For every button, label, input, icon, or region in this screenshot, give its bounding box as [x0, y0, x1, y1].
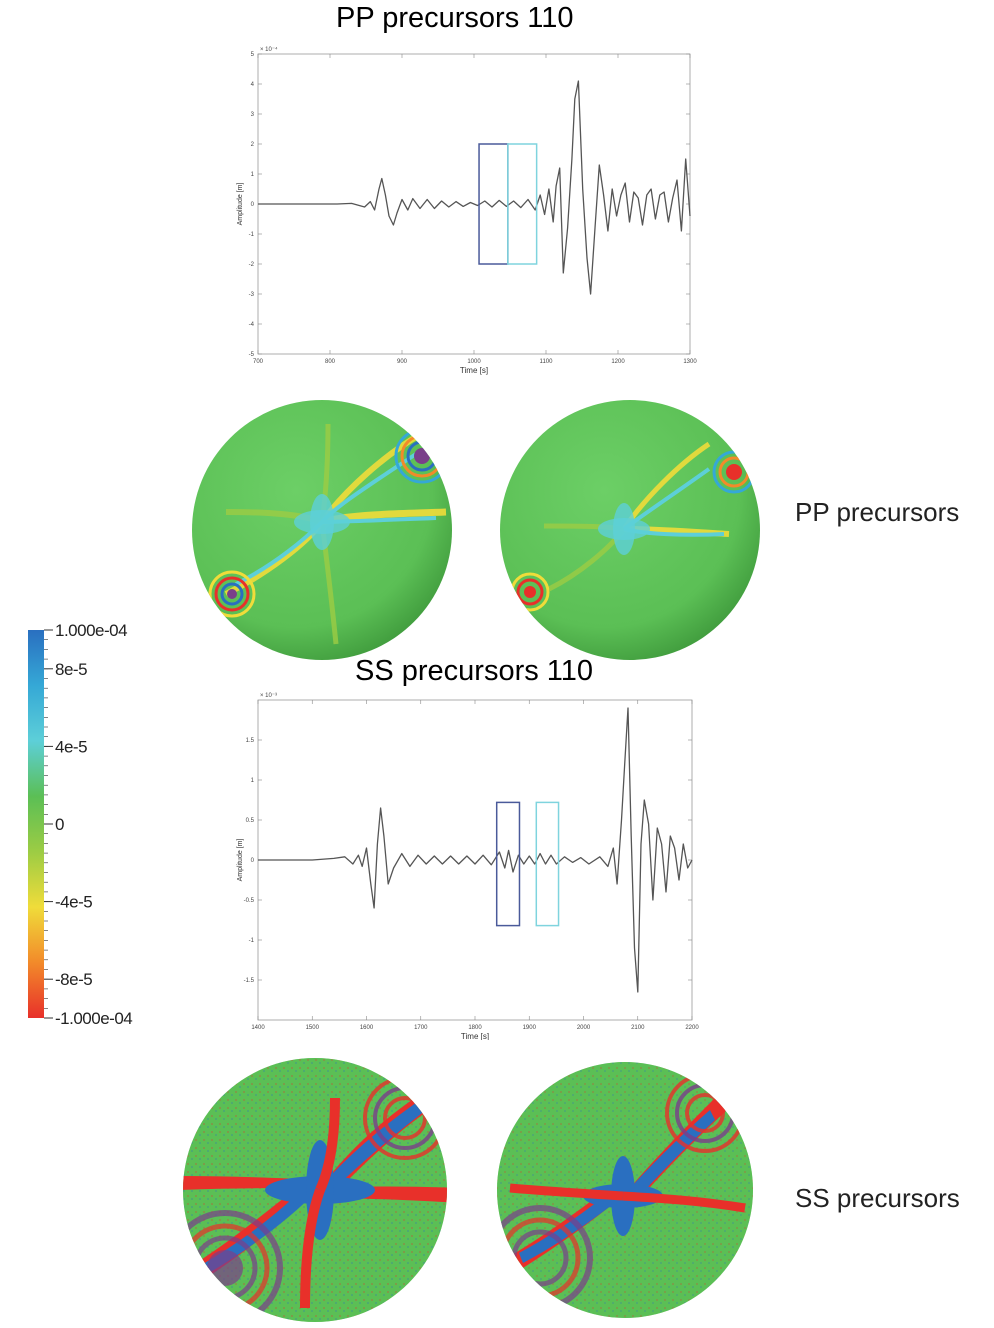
- pp-ytick-label: 0: [251, 202, 255, 208]
- ss-exponent-label: × 10⁻³: [260, 693, 277, 699]
- pp-xtick-label: 700: [253, 359, 264, 365]
- colorbar-label: -1.000e-04: [55, 1009, 132, 1028]
- ss-xtick-label: 2000: [577, 1025, 591, 1031]
- pp-chart-title: PP precursors 110: [336, 2, 574, 34]
- pp-xaxis-label: Time [s]: [460, 366, 488, 375]
- ss-window-box-1: [495, 801, 521, 927]
- ss-xtick-label: 1600: [360, 1025, 374, 1031]
- pp-sphere-left: [192, 400, 452, 660]
- ss-xtick-label: 2100: [631, 1025, 645, 1031]
- pp-ytick-label: -4: [249, 322, 255, 328]
- pp-ytick-label: 5: [251, 52, 255, 58]
- ss-window-box-2: [535, 801, 560, 927]
- pp-sphere-right: [500, 400, 760, 660]
- colorbar-gradient: [28, 630, 44, 1018]
- ss-right-wavefront: [497, 1062, 753, 1318]
- ss-xtick-label: 2200: [685, 1025, 699, 1031]
- pp-xtick-label: 1300: [683, 359, 697, 365]
- pp-right-wavefront: [510, 441, 756, 612]
- colorbar-label: -4e-5: [55, 893, 92, 912]
- pp-ytick-label: -3: [249, 292, 255, 298]
- ss-xtick-label: 1800: [468, 1025, 482, 1031]
- colorbar-label: -8e-5: [55, 970, 92, 989]
- pp-ytick-label: 1: [251, 172, 255, 178]
- pp-ytick-label: 2: [251, 142, 255, 148]
- ss-sphere-left: [183, 1058, 447, 1322]
- pp-ytick-label: -1: [249, 232, 255, 238]
- ss-ytick-label: 1: [251, 778, 255, 784]
- colorbar: 1.000e-04 8e-5 4e-5 0 -4e-5 -8e-5 -1.000e-04: [28, 621, 133, 1028]
- ss-xaxis-label: Time [s]: [461, 1032, 489, 1040]
- pp-waveform-chart: 700 800 900 1000 1100 1200 1300 -5 -4 -3 -2 -1 0 1 2 3 4…: [237, 46, 697, 375]
- ss-chart-title: SS precursors 110: [355, 655, 594, 687]
- ss-waveform-line: [258, 707, 693, 993]
- ss-xtick-label: 1500: [306, 1025, 320, 1031]
- colorbar-label: 1.000e-04: [55, 621, 127, 640]
- pp-xtick-label: 1200: [611, 359, 625, 365]
- pp-side-label: PP precursors: [795, 497, 960, 527]
- ss-xtick-label: 1400: [251, 1025, 265, 1031]
- ss-left-wavefront: [183, 1058, 447, 1322]
- ss-ytick-label: -1.5: [244, 978, 255, 984]
- pp-xtick-label: 900: [397, 359, 408, 365]
- colorbar-label: 0: [55, 815, 64, 834]
- ss-xtick-label: 1700: [414, 1025, 428, 1031]
- pp-xtick-label: 1100: [540, 359, 554, 365]
- pp-window-box-2: [507, 143, 538, 265]
- ss-ytick-label: 1.5: [246, 738, 255, 744]
- pp-ytick-label: 4: [251, 82, 255, 88]
- ss-ytick-label: 0.5: [246, 818, 255, 824]
- pp-ytick-label: -2: [249, 262, 255, 268]
- pp-xtick-label: 800: [325, 359, 336, 365]
- ss-xtick-label: 1900: [523, 1025, 537, 1031]
- colorbar-label: 4e-5: [55, 737, 87, 756]
- ss-ytick-label: 0: [251, 858, 255, 864]
- ss-plot-frame: [257, 699, 693, 1021]
- pp-yaxis-label: Amplitude [m]: [237, 183, 244, 226]
- ss-yaxis-label: Amplitude [m]: [237, 839, 244, 882]
- pp-ytick-label: 3: [251, 112, 255, 118]
- ss-side-label: SS precursors: [795, 1183, 960, 1213]
- colorbar-label: 8e-5: [55, 660, 87, 679]
- ss-ytick-label: -1: [249, 938, 255, 944]
- ss-sphere-right: [497, 1062, 753, 1318]
- ss-waveform-chart: 1400 1500 1600 1700 1800 1900 2000 2100 2200 -1.5…: [237, 693, 699, 1040]
- pp-ytick-label: -5: [249, 352, 255, 358]
- pp-xtick-label: 1000: [467, 359, 481, 365]
- pp-exponent-label: × 10⁻⁴: [260, 46, 278, 53]
- pp-waveform-line: [258, 80, 691, 295]
- ss-ytick-label: -0.5: [244, 898, 255, 904]
